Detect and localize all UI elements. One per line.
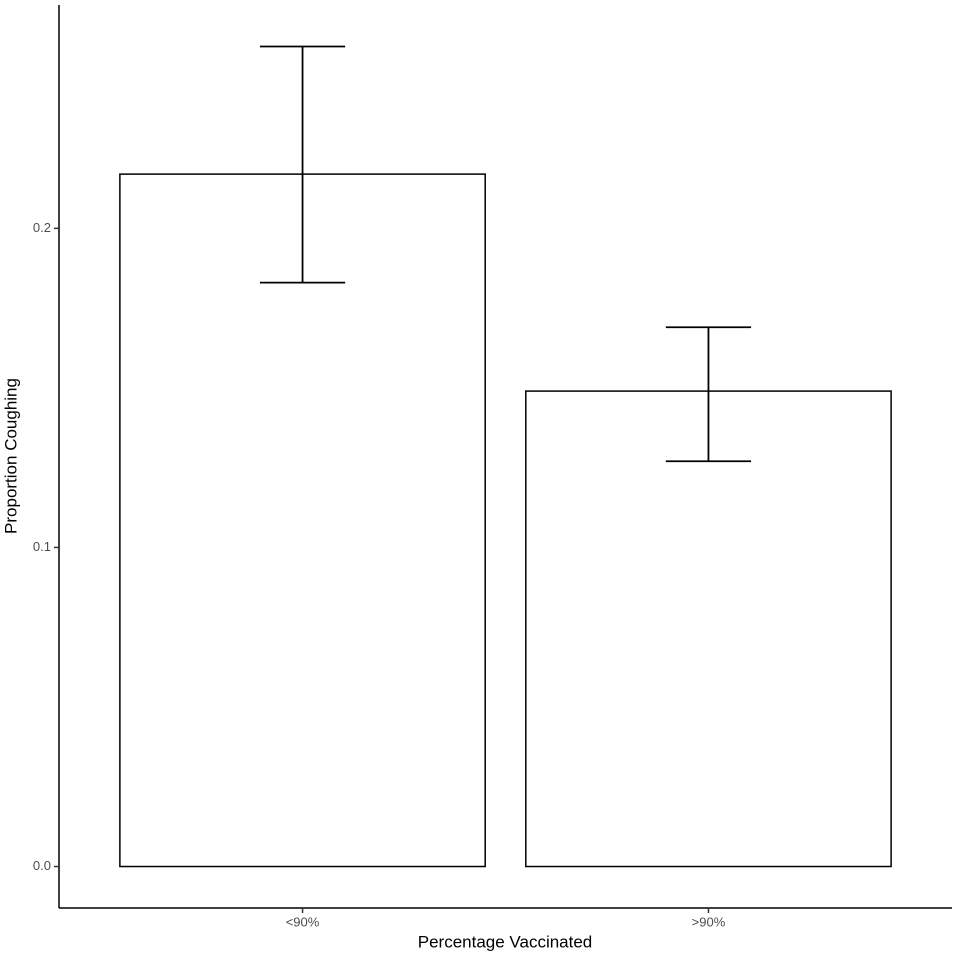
bar bbox=[525, 390, 892, 868]
x-tick-label: >90% bbox=[692, 914, 726, 929]
y-axis-title: Proportion Coughing bbox=[1, 378, 20, 534]
y-tick-label: 0.0 bbox=[33, 858, 51, 873]
y-tick-label: 0.2 bbox=[33, 220, 51, 235]
y-tick-label: 0.1 bbox=[33, 539, 51, 554]
x-axis-title: Percentage Vaccinated bbox=[418, 932, 593, 951]
bar bbox=[119, 173, 486, 868]
x-tick-label: <90% bbox=[286, 914, 320, 929]
